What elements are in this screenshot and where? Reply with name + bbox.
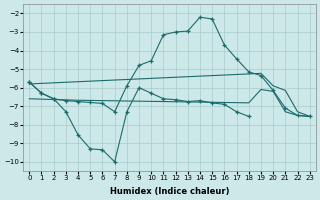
X-axis label: Humidex (Indice chaleur): Humidex (Indice chaleur) (110, 187, 229, 196)
